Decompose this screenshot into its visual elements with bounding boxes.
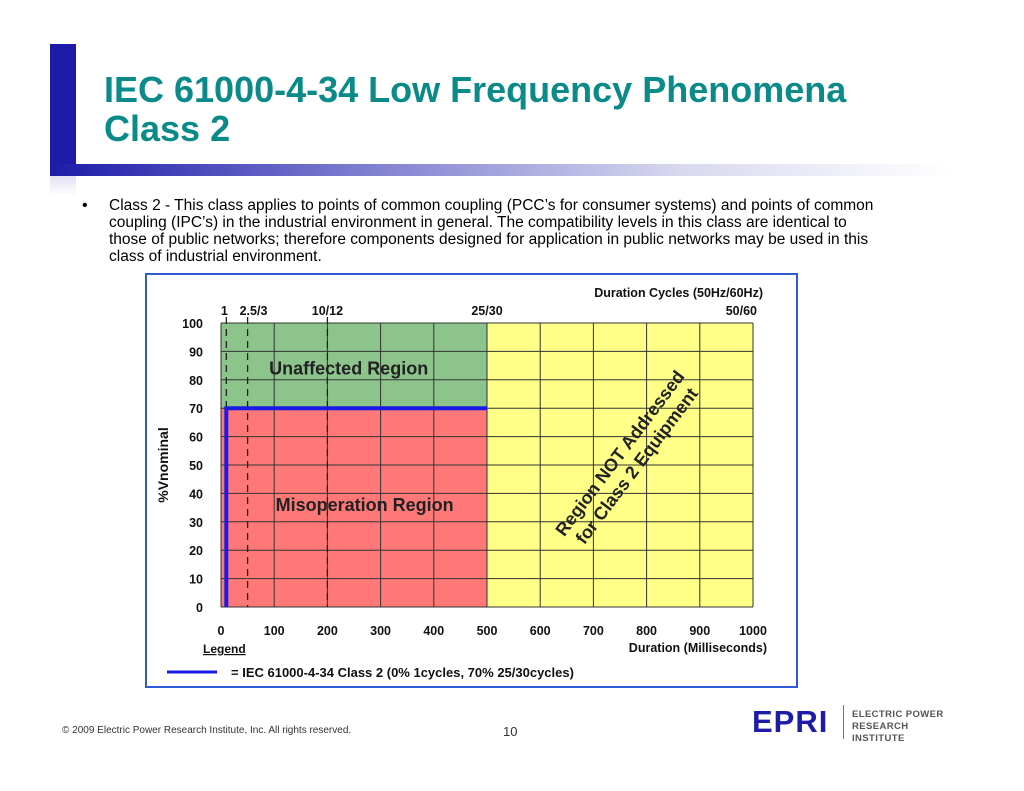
slide-title-line-2: Class 2 [104, 108, 231, 149]
page-number: 10 [503, 724, 518, 739]
x-tick-label-8: 800 [636, 624, 657, 638]
x-tick-label-3: 300 [370, 624, 391, 638]
y-tick-label-4: 40 [189, 487, 203, 501]
legend-label-0: = IEC 61000-4-34 Class 2 (0% 1cycles, 70… [231, 665, 574, 680]
y-tick-label-9: 90 [189, 345, 203, 359]
top-tick-label-2: 10/12 [312, 304, 343, 318]
series-line-0 [224, 406, 487, 607]
top-tick-label-1: 2.5/3 [240, 304, 268, 318]
logo-wordmark: EPRI [752, 704, 829, 739]
y-tick-label-8: 80 [189, 374, 203, 388]
footer-copyright: © 2009 Electric Power Research Institute… [62, 725, 352, 736]
region-label-misoperation: Misoperation Region [276, 495, 454, 515]
chart-legend: Legend = IEC 61000-4-34 Class 2 (0% 1cycl… [167, 642, 574, 680]
y-tick-label-6: 60 [189, 431, 203, 445]
slide-title-line-1: IEC 61000-4-34 Low Frequency Phenomena [104, 69, 847, 110]
y-tick-label-1: 10 [189, 573, 203, 587]
legend-title: Legend [203, 642, 246, 656]
chart-regions [221, 323, 753, 607]
y-axis-label: %Vnominal [155, 427, 171, 502]
bullet-marker: • [82, 197, 88, 214]
chart-frame: 0 10 20 30 40 50 60 70 80 90 100 0 100 200 300 400 500 60… [145, 273, 798, 688]
x-tick-label-5: 500 [477, 624, 498, 638]
top-tick-label-3: 25/30 [471, 304, 502, 318]
slide-title: IEC 61000-4-34 Low Frequency Phenomena C… [104, 70, 964, 148]
y-tick-label-3: 30 [189, 516, 203, 530]
chart-series [224, 406, 487, 607]
x-tick-label-6: 600 [530, 624, 551, 638]
x-tick-label-10: 1000 [739, 624, 767, 638]
x-tick-label-1: 100 [264, 624, 285, 638]
region-label-unaffected: Unaffected Region [269, 358, 428, 378]
top-axis-title: Duration Cycles (50Hz/60Hz) [594, 286, 763, 300]
body-paragraph: Class 2 - This class applies to points o… [109, 197, 874, 265]
x-tick-label-9: 900 [689, 624, 710, 638]
top-tick-label-0: 1 [221, 304, 228, 318]
top-tick-label-4: 50/60 [726, 304, 757, 318]
y-tick-label-0: 0 [196, 601, 203, 615]
x-tick-label-4: 400 [423, 624, 444, 638]
y-tick-label-5: 50 [189, 459, 203, 473]
logo-subtitle-line-2: RESEARCH INSTITUTE [852, 721, 909, 744]
title-rule [50, 164, 950, 176]
region-area-0 [221, 323, 487, 409]
logo-subtitle-line-1: ELECTRIC POWER [852, 709, 944, 720]
y-tick-label-10: 100 [182, 317, 203, 331]
x-axis-label: Duration (Milliseconds) [629, 641, 767, 655]
logo-divider [843, 705, 844, 739]
logo-subtitle: ELECTRIC POWER RESEARCH INSTITUTE [852, 709, 962, 745]
accent-bar [50, 44, 76, 168]
region-area-1 [221, 408, 487, 607]
x-tick-label-2: 200 [317, 624, 338, 638]
y-tick-label-7: 70 [189, 402, 203, 416]
x-tick-label-0: 0 [218, 624, 225, 638]
x-tick-label-7: 700 [583, 624, 604, 638]
y-tick-label-2: 20 [189, 544, 203, 558]
